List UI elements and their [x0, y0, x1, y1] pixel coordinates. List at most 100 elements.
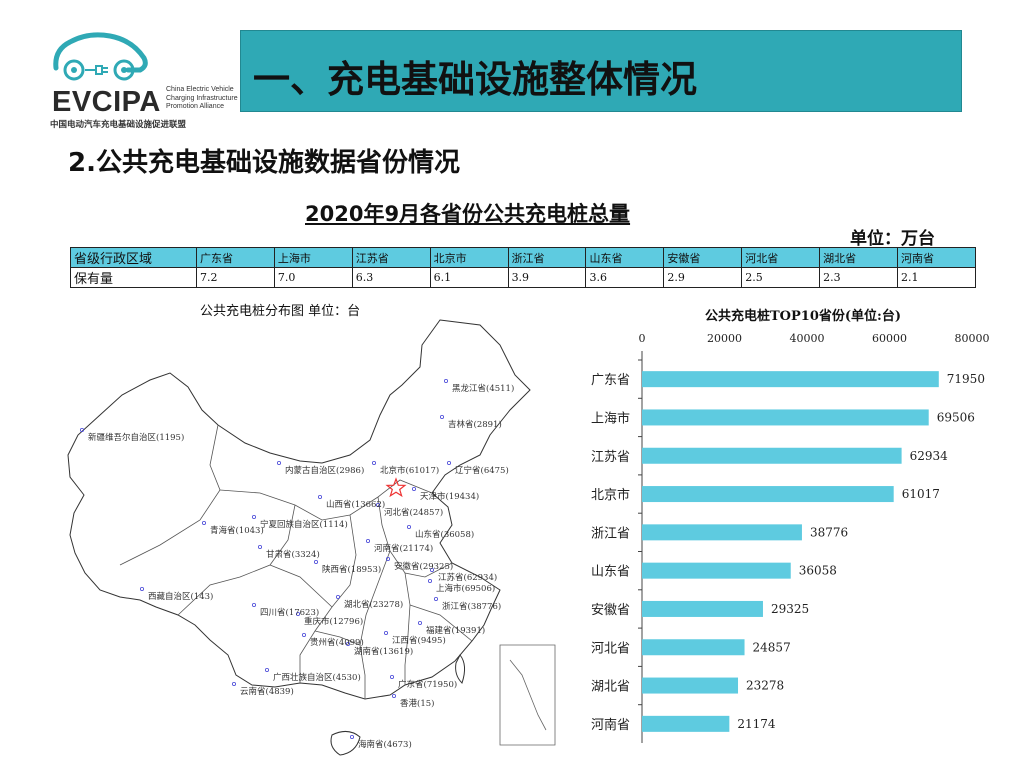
bar	[642, 600, 763, 617]
value-label: 21174	[737, 717, 776, 731]
map-point	[411, 486, 416, 491]
map-province-label: 江西省(9495)	[392, 635, 446, 646]
map-province-label: 浙江省(38776)	[442, 601, 501, 612]
table-header-label: 省级行政区域	[70, 247, 197, 268]
table-header-row: 省级行政区域 广东省 上海市 江苏省 北京市 浙江省 山东省 安徽省 河北省 湖…	[70, 247, 976, 268]
value-label: 71950	[947, 372, 985, 386]
map-province-label: 黑龙江省(4511)	[452, 383, 514, 394]
map-province-label: 海南省(4673)	[358, 739, 412, 750]
china-map: 黑龙江省(4511) 吉林省(2891) 新疆维吾尔自治区(1195) 内蒙古自治区(…	[67, 319, 556, 756]
map-province-label: 山东省(36058)	[415, 529, 474, 540]
table-title: 2020年9月各省份公共充电桩总量	[305, 202, 631, 226]
evcipa-logo: EVCIPA China Electric Vehicle Charging I…	[48, 28, 238, 130]
map-point	[417, 620, 422, 625]
x-tick-label: 80000	[955, 332, 990, 345]
map-province-label: 湖南省(13619)	[354, 646, 413, 657]
map-point	[301, 632, 306, 637]
map-point	[375, 502, 380, 507]
island-shapes	[330, 654, 466, 756]
map-province-label: 重庆市(12796)	[304, 616, 363, 627]
category-label: 河北省	[591, 641, 630, 656]
table-header-cell: 湖北省	[819, 247, 899, 268]
province-borders	[119, 424, 473, 699]
logo-brand: EVCIPA	[52, 86, 161, 118]
map-point	[406, 524, 411, 529]
table-cell: 2.1	[897, 267, 976, 288]
map-point	[317, 494, 322, 499]
map-point	[201, 520, 206, 525]
bar	[642, 409, 929, 426]
x-tick-label: 20000	[707, 332, 742, 345]
map-point	[446, 460, 451, 465]
page-title: 一、充电基础设施整体情况	[253, 57, 697, 101]
map-point	[433, 596, 438, 601]
map-point	[371, 460, 376, 465]
bar	[642, 447, 902, 464]
map-province-label: 吉林省(2891)	[448, 419, 502, 430]
map-province-label: 内蒙古自治区(2986)	[285, 465, 364, 476]
table-row: 保有量 7.2 7.0 6.3 6.1 3.9 3.6 2.9 2.5 2.3 …	[70, 267, 976, 288]
category-label: 安徽省	[591, 603, 630, 618]
bar	[642, 639, 745, 656]
map-point	[79, 428, 84, 433]
table-cell: 6.1	[429, 267, 509, 288]
table-cell: 3.9	[507, 267, 587, 288]
category-label: 上海市	[591, 410, 630, 426]
bar	[642, 371, 939, 388]
map-province-label: 四川省(17623)	[260, 607, 319, 618]
table-cell: 7.2	[196, 267, 275, 288]
chart-title: 公共充电桩TOP10省份(单位:台)	[705, 309, 901, 324]
category-label: 北京市	[591, 487, 630, 503]
map-point	[439, 415, 444, 420]
top10-bar-chart: 0 20000 40000 60000 80000 广东省 71950 上海市 69506 江苏省…	[591, 332, 990, 743]
map-point	[140, 586, 145, 591]
map-province-label: 河北省(24857)	[384, 507, 443, 518]
ev-charging-logo-icon	[53, 32, 148, 81]
map-province-label: 青海省(1043)	[210, 525, 264, 536]
map-province-label: 辽宁省(6475)	[455, 465, 509, 476]
map-point	[385, 556, 390, 561]
map-point	[443, 379, 448, 384]
table-header-cell: 江苏省	[351, 247, 431, 268]
map-point	[345, 641, 350, 646]
south-sea-inset	[499, 644, 556, 746]
table-cell: 2.3	[819, 267, 899, 288]
table-header-cell: 上海市	[273, 247, 353, 268]
bar	[642, 524, 802, 541]
map-province-label: 云南省(4839)	[240, 686, 294, 697]
value-label: 38776	[810, 525, 848, 539]
logo-brand-chinese: 中国电动汽车充电基础设施促进联盟	[50, 120, 187, 130]
map-province-label: 香港(15)	[400, 698, 434, 709]
map-province-label: 广西壮族自治区(4530)	[273, 672, 361, 683]
value-label: 62934	[910, 449, 949, 463]
table-header-cell: 广东省	[196, 247, 275, 268]
map-point	[335, 594, 340, 599]
map-point	[389, 674, 394, 679]
map-province-label: 北京市(61017)	[380, 465, 439, 476]
map-title: 公共充电桩分布图 单位：台	[200, 304, 361, 319]
map-province-label: 上海市(69506)	[436, 583, 495, 594]
category-label: 江苏省	[591, 449, 630, 465]
map-province-label: 甘肃省(3324)	[266, 549, 320, 560]
bar	[642, 486, 894, 503]
table-cell: 2.5	[741, 267, 821, 288]
map-province-label: 贵州省(4099)	[310, 637, 364, 648]
table-cell: 3.6	[585, 267, 665, 288]
map-province-label: 福建省(19391)	[426, 625, 485, 636]
map-province-label: 西藏自治区(143)	[148, 591, 213, 602]
map-province-label: 江苏省(62934)	[438, 572, 497, 583]
map-point	[231, 681, 236, 686]
table-header-cell: 河南省	[897, 247, 976, 268]
category-label: 河南省	[591, 717, 630, 733]
map-province-label: 陕西省(18953)	[322, 564, 381, 575]
bar	[642, 677, 739, 694]
category-label: 广东省	[591, 373, 630, 388]
map-point	[427, 578, 432, 583]
map-province-label: 天津市(19434)	[420, 491, 479, 502]
table-unit: 单位：万台	[850, 229, 935, 249]
table-cell: 6.3	[351, 267, 431, 288]
value-label: 69506	[937, 410, 975, 424]
table-header-cell: 北京市	[429, 247, 509, 268]
map-point	[295, 611, 300, 616]
map-province-label: 湖北省(23278)	[344, 599, 403, 610]
